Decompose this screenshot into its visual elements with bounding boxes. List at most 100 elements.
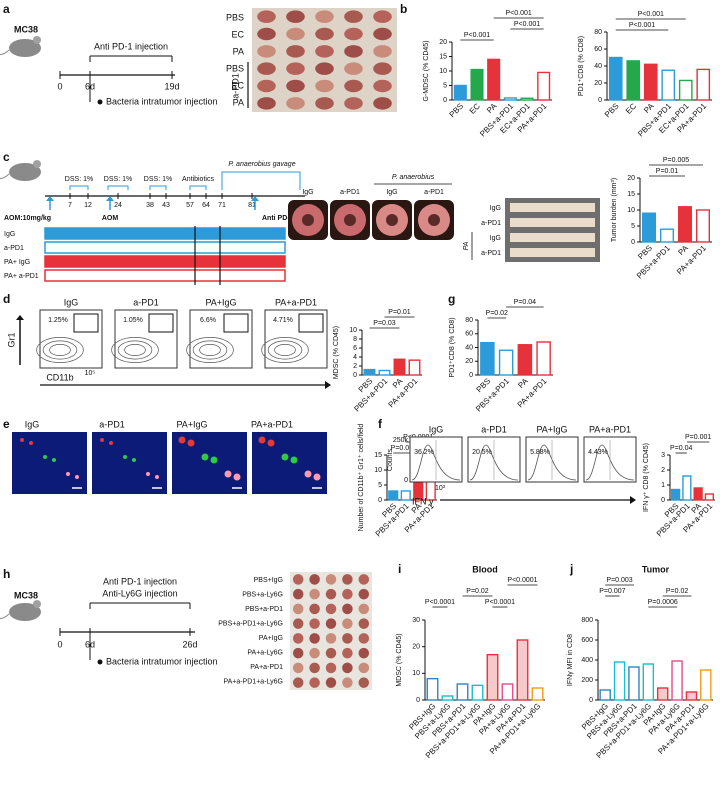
y-tick-label: 10	[627, 207, 635, 214]
if-signal	[224, 470, 232, 478]
tumor	[257, 27, 276, 41]
bar	[426, 677, 439, 701]
mouse-tail	[0, 173, 10, 180]
day-label: 0	[57, 639, 62, 649]
photo-label: a-PD1	[424, 189, 444, 196]
bar	[642, 663, 655, 701]
if-signal	[66, 472, 70, 476]
if-signal	[210, 456, 218, 464]
x-tick-label: PA+a-PD1	[387, 376, 420, 409]
colon	[510, 248, 595, 257]
if-signal	[132, 458, 136, 462]
bar	[700, 669, 712, 701]
tumor	[315, 45, 334, 58]
tumor	[342, 588, 353, 600]
y-tick-label: 400	[581, 657, 593, 664]
tumor	[325, 618, 337, 629]
panel-letter: e	[3, 417, 10, 431]
bar	[537, 71, 551, 101]
flow-percent: 1.05%	[123, 317, 143, 324]
if-signal	[123, 455, 127, 459]
tumor	[344, 97, 363, 110]
bar	[642, 212, 657, 243]
contour	[199, 344, 221, 356]
tumor	[358, 633, 370, 644]
x-tick-label: PA	[676, 243, 690, 257]
treatment-label: Anti-Ly6G injection	[102, 588, 177, 598]
image-label: a-PD1	[99, 419, 125, 429]
bar	[670, 488, 681, 501]
arrow-head	[325, 381, 331, 389]
p-value: P=0.005	[663, 157, 689, 164]
p-value: P<0.001	[514, 21, 540, 28]
tumor	[292, 662, 304, 674]
mouse-tail	[0, 613, 10, 620]
image-label: PA+a-PD1	[251, 419, 293, 429]
p-value: P=0.04	[670, 445, 692, 452]
bar	[408, 359, 421, 376]
axis-tick: 10³	[435, 485, 446, 492]
if-signal	[43, 455, 47, 459]
panel-letter: b	[400, 2, 407, 16]
x-tick-label: PBS	[603, 102, 621, 120]
endoscopy-core	[428, 214, 440, 226]
panel-letter: a	[3, 2, 10, 16]
tumor	[325, 677, 337, 688]
bar	[471, 684, 484, 701]
step-bracket	[189, 185, 207, 190]
y-tick-label: 200	[581, 677, 593, 684]
flow-percent: 20.5%	[472, 449, 492, 456]
group-label: a-PD1	[4, 245, 24, 252]
tumor	[309, 633, 320, 644]
y-axis-label: PD1⁺CD8 (% CD8)	[578, 36, 585, 96]
y-tick-label: 10	[349, 327, 357, 334]
colon-label: IgG	[490, 235, 501, 242]
tumor	[358, 588, 370, 600]
arrow-head	[16, 315, 24, 320]
bar	[704, 493, 715, 501]
mouse-icon	[0, 36, 41, 57]
if-signal	[290, 456, 298, 464]
panel-letter: g	[448, 292, 455, 306]
bar	[486, 653, 499, 701]
bar	[608, 56, 623, 101]
group-label: PA+ a-PD1	[4, 273, 39, 280]
contour	[36, 337, 84, 363]
mouse-ear	[33, 600, 41, 608]
histogram	[585, 444, 635, 481]
step-label: Antibiotics	[182, 176, 214, 183]
bar	[599, 689, 611, 701]
tumor	[292, 633, 304, 644]
photo-label: IgG	[302, 189, 313, 196]
y-axis-label: MDSC (% CD45)	[333, 326, 340, 379]
bar	[693, 487, 703, 501]
y-axis-label: PD1⁺CD8 (% CD8)	[449, 317, 456, 377]
y-tick-label: 20	[594, 80, 602, 87]
flow-percent: 6.6%	[200, 317, 216, 324]
photo-label: a-PD1	[340, 189, 360, 196]
flow-percent: 36.2%	[414, 449, 434, 456]
treatment-label: Anti PD-1 injection	[94, 41, 168, 51]
step-bracket	[221, 171, 301, 190]
histogram	[527, 444, 577, 481]
colon	[510, 218, 595, 227]
tumor	[309, 588, 320, 600]
bar	[682, 475, 692, 501]
bar	[501, 683, 514, 701]
group-label: PA+a-PD1+a-Ly6G	[223, 678, 283, 685]
p-value: P<0.001	[464, 32, 490, 39]
injection-dot	[97, 99, 103, 105]
contour	[111, 337, 159, 363]
axis-label: Counts	[387, 448, 394, 471]
y-tick-label: 15	[374, 452, 382, 459]
panel-letter: j	[569, 562, 573, 576]
y-tick-label: 6	[353, 345, 357, 352]
injection-label: Bacteria intratumor injection	[106, 96, 218, 106]
tumor	[315, 10, 334, 23]
photo-group-label: P. anaerobius	[392, 174, 435, 181]
panel-letter: f	[378, 417, 383, 431]
arrow-head	[46, 196, 54, 201]
flow-label: PA+a-PD1	[275, 297, 317, 307]
y-tick-label: 600	[581, 637, 593, 644]
p-value: P=0.007	[599, 588, 625, 595]
